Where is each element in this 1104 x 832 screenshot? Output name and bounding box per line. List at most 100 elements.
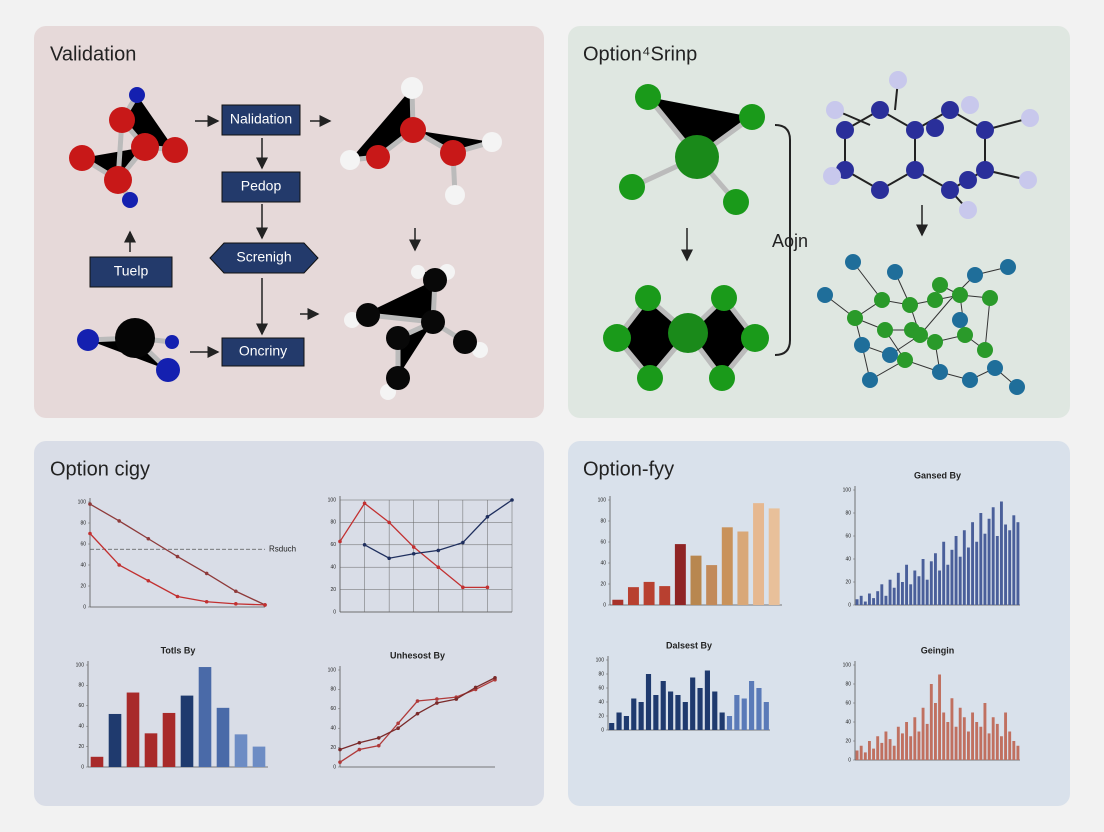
point xyxy=(510,498,514,502)
bar xyxy=(763,702,769,730)
bar xyxy=(855,599,859,605)
point xyxy=(88,502,92,506)
node-label: Tuelp xyxy=(114,263,149,279)
bar xyxy=(721,527,733,605)
bar xyxy=(909,736,913,760)
bar xyxy=(252,746,266,767)
bar xyxy=(884,731,888,760)
bar xyxy=(712,691,718,730)
bar xyxy=(90,756,104,767)
bar xyxy=(616,712,622,730)
bar xyxy=(896,726,900,760)
bar xyxy=(180,695,194,767)
y-tick-label: 100 xyxy=(843,662,852,668)
node-label: Nalidation xyxy=(230,111,292,127)
y-tick-label: 40 xyxy=(80,562,86,568)
y-tick-label: 20 xyxy=(598,713,604,719)
bar xyxy=(234,734,248,767)
bar xyxy=(942,712,946,760)
y-tick-label: 40 xyxy=(845,556,851,562)
y-tick-label: 20 xyxy=(330,745,336,751)
bar xyxy=(933,553,937,605)
bar xyxy=(925,579,929,605)
bar xyxy=(768,508,780,605)
point xyxy=(396,721,400,726)
point xyxy=(485,515,490,519)
y-tick-label: 80 xyxy=(330,687,336,693)
y-tick-label: 80 xyxy=(78,683,84,689)
bar xyxy=(987,518,991,605)
bar xyxy=(909,584,913,605)
point xyxy=(461,540,465,545)
bar xyxy=(892,745,896,760)
bar xyxy=(925,723,929,760)
point xyxy=(435,701,439,705)
y-tick-label: 80 xyxy=(845,510,851,516)
bar xyxy=(867,593,871,605)
bar xyxy=(872,748,876,760)
bar xyxy=(706,565,718,605)
y-tick-label: 100 xyxy=(598,497,607,503)
bar xyxy=(144,733,158,767)
bar xyxy=(863,601,867,605)
bar xyxy=(645,674,652,730)
point xyxy=(387,520,391,525)
bar xyxy=(612,599,624,605)
bar xyxy=(991,507,995,605)
point xyxy=(117,519,121,523)
point xyxy=(263,603,267,607)
y-tick-label: 100 xyxy=(328,497,337,503)
bar xyxy=(623,716,629,730)
bar xyxy=(950,549,954,605)
y-tick-label: 80 xyxy=(598,671,604,677)
point xyxy=(362,501,367,506)
bar xyxy=(938,570,942,605)
bar xyxy=(962,717,966,760)
bar xyxy=(905,722,909,760)
bar xyxy=(946,722,950,760)
molecules xyxy=(69,71,1039,400)
node-label: Oncriny xyxy=(239,343,287,359)
bar xyxy=(913,570,917,605)
y-tick-label: 20 xyxy=(78,744,84,750)
bar xyxy=(966,731,970,760)
node xyxy=(221,171,301,203)
y-tick-label: 100 xyxy=(843,487,852,493)
node xyxy=(89,256,173,288)
bar xyxy=(995,536,999,605)
bar xyxy=(162,712,176,767)
node xyxy=(209,242,319,274)
node xyxy=(221,337,305,367)
bar xyxy=(198,667,212,767)
bar xyxy=(660,681,666,730)
y-tick-label: 60 xyxy=(845,700,851,706)
point xyxy=(88,531,92,536)
bar xyxy=(126,692,140,767)
bar xyxy=(631,698,637,730)
bar xyxy=(991,717,995,760)
point xyxy=(436,565,441,569)
bar xyxy=(900,582,904,605)
point xyxy=(411,551,416,556)
bar xyxy=(876,591,880,605)
bar xyxy=(859,745,863,760)
bar xyxy=(999,501,1003,605)
bar xyxy=(756,688,762,730)
bar xyxy=(971,712,975,760)
bar xyxy=(900,733,904,760)
bar xyxy=(921,707,925,760)
bar xyxy=(1008,530,1012,605)
bar xyxy=(917,576,921,605)
bar xyxy=(958,707,962,760)
bar xyxy=(697,688,703,730)
flow-diagram: Nalidation Pedop Screnigh Tuelp Oncriny xyxy=(89,104,421,367)
panel xyxy=(568,441,1070,806)
point xyxy=(362,543,367,547)
node-label: Pedop xyxy=(241,178,282,194)
y-tick-label: 20 xyxy=(600,581,606,587)
point xyxy=(204,599,209,604)
point xyxy=(204,571,209,576)
point xyxy=(175,594,180,599)
point xyxy=(376,743,381,748)
